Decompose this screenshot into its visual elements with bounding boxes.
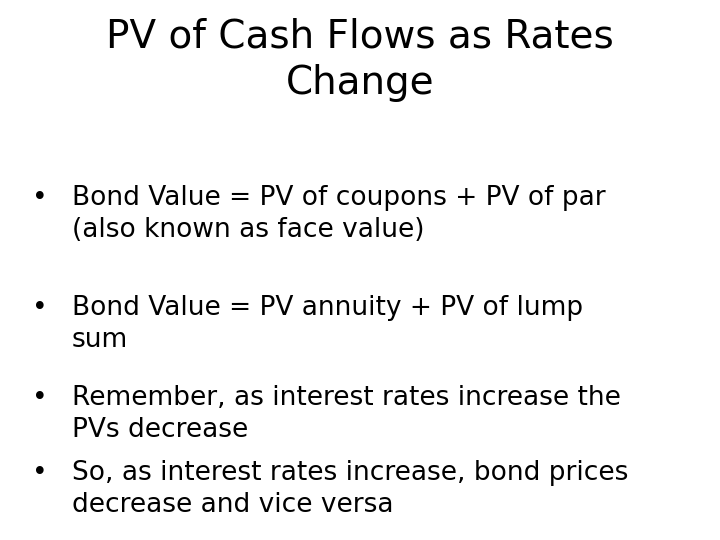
Text: PV of Cash Flows as Rates
Change: PV of Cash Flows as Rates Change bbox=[106, 18, 614, 102]
Text: Bond Value = PV annuity + PV of lump
sum: Bond Value = PV annuity + PV of lump sum bbox=[72, 295, 583, 353]
Text: •: • bbox=[32, 185, 48, 211]
Text: So, as interest rates increase, bond prices
decrease and vice versa: So, as interest rates increase, bond pri… bbox=[72, 460, 629, 518]
Text: •: • bbox=[32, 385, 48, 411]
Text: Bond Value = PV of coupons + PV of par
(also known as face value): Bond Value = PV of coupons + PV of par (… bbox=[72, 185, 606, 243]
Text: •: • bbox=[32, 295, 48, 321]
Text: Remember, as interest rates increase the
PVs decrease: Remember, as interest rates increase the… bbox=[72, 385, 621, 443]
Text: •: • bbox=[32, 460, 48, 486]
